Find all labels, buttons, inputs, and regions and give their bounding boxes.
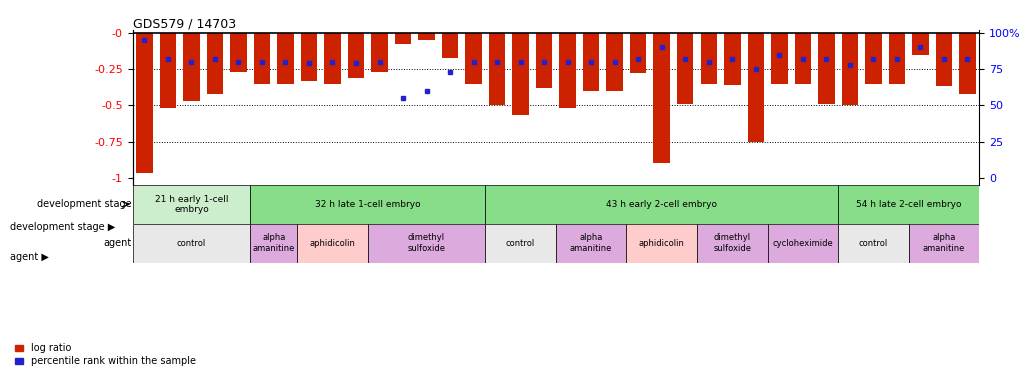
Bar — [301, 33, 317, 81]
Bar — [297, 224, 368, 262]
Text: alpha
amanitine: alpha amanitine — [570, 233, 611, 253]
Bar — [485, 224, 555, 262]
Bar — [838, 224, 908, 262]
Bar — [908, 224, 978, 262]
Bar — [747, 33, 763, 141]
Text: 43 h early 2-cell embryo: 43 h early 2-cell embryo — [605, 200, 716, 209]
Bar — [696, 224, 766, 262]
Text: aphidicolin: aphidicolin — [638, 238, 684, 248]
Bar — [136, 33, 153, 173]
Text: development stage ▶: development stage ▶ — [10, 222, 115, 232]
Bar — [888, 33, 904, 84]
Text: 21 h early 1-cell
embryo: 21 h early 1-cell embryo — [155, 195, 228, 214]
Bar — [160, 33, 176, 108]
Bar — [958, 33, 975, 94]
Bar — [277, 33, 293, 84]
Bar — [583, 33, 599, 91]
Bar — [250, 185, 485, 224]
Bar — [324, 33, 340, 84]
Text: 32 h late 1-cell embryo: 32 h late 1-cell embryo — [315, 200, 420, 209]
Text: alpha
amanitine: alpha amanitine — [253, 233, 294, 253]
Bar — [394, 33, 411, 45]
Text: 54 h late 2-cell embryo: 54 h late 2-cell embryo — [855, 200, 961, 209]
Bar — [441, 33, 458, 57]
Bar — [485, 185, 838, 224]
Bar — [230, 33, 247, 72]
Bar — [911, 33, 927, 55]
Bar — [465, 33, 481, 84]
Bar — [841, 33, 857, 105]
Bar — [207, 33, 223, 94]
Text: development stage: development stage — [37, 200, 131, 209]
Bar — [626, 224, 696, 262]
Bar — [250, 224, 297, 262]
Bar — [347, 33, 364, 78]
Text: alpha
amanitine: alpha amanitine — [922, 233, 964, 253]
Bar — [700, 33, 716, 84]
Bar — [512, 33, 528, 116]
Bar — [558, 33, 576, 108]
Bar — [371, 33, 387, 72]
Bar — [535, 33, 552, 88]
Bar — [132, 224, 250, 262]
Bar — [368, 224, 485, 262]
Bar — [132, 185, 250, 224]
Bar — [555, 224, 626, 262]
Text: cycloheximide: cycloheximide — [771, 238, 833, 248]
Bar — [817, 33, 834, 104]
Text: control: control — [176, 238, 206, 248]
Bar — [653, 33, 669, 163]
Text: control: control — [505, 238, 535, 248]
Text: GDS579 / 14703: GDS579 / 14703 — [132, 17, 235, 30]
Bar — [630, 33, 646, 74]
Bar — [770, 33, 787, 84]
Bar — [766, 224, 838, 262]
Legend: log ratio, percentile rank within the sample: log ratio, percentile rank within the sa… — [15, 344, 196, 366]
Bar — [934, 33, 951, 87]
Bar — [723, 33, 740, 85]
Bar — [864, 33, 880, 84]
Text: agent: agent — [103, 238, 131, 248]
Bar — [794, 33, 810, 84]
Text: control: control — [858, 238, 888, 248]
Bar — [606, 33, 623, 91]
Bar — [677, 33, 693, 104]
Bar — [418, 33, 434, 40]
Text: dimethyl
sulfoxide: dimethyl sulfoxide — [408, 233, 445, 253]
Text: dimethyl
sulfoxide: dimethyl sulfoxide — [712, 233, 751, 253]
Bar — [254, 33, 270, 84]
Bar — [488, 33, 504, 105]
Bar — [183, 33, 200, 101]
Bar — [838, 185, 978, 224]
Text: agent ▶: agent ▶ — [10, 252, 49, 262]
Text: aphidicolin: aphidicolin — [309, 238, 355, 248]
